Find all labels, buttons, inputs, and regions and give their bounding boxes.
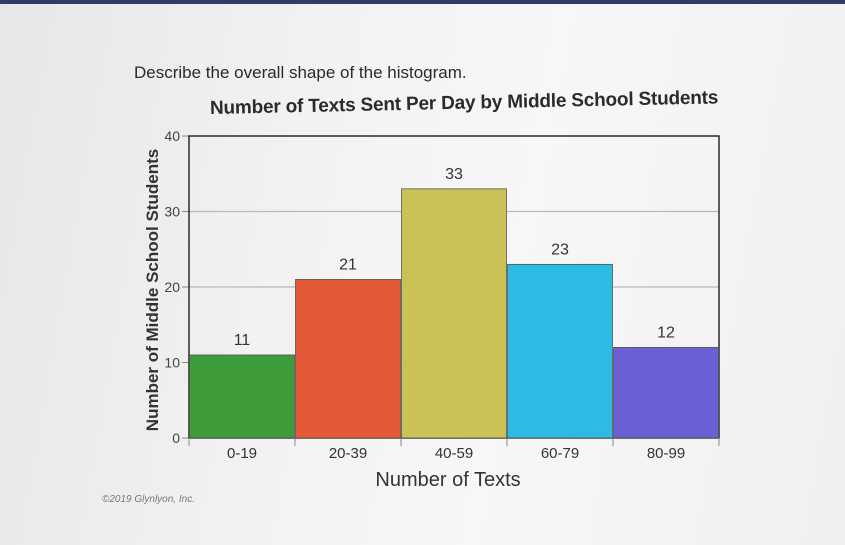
- y-tick-label: 30: [164, 204, 180, 220]
- question-text: Describe the overall shape of the histog…: [134, 63, 467, 82]
- x-tick-label: 80-99: [647, 445, 685, 462]
- copyright-text: ©2019 Glynlyon, Inc.: [102, 494, 195, 505]
- x-tick-label: 60-79: [541, 445, 579, 462]
- x-tick-label: 20-39: [329, 445, 367, 462]
- y-tick-label: 40: [164, 128, 180, 144]
- bar-0-19: [189, 354, 295, 439]
- x-tick-labels: 0-19 20-39 40-59 60-79 80-99: [188, 438, 720, 462]
- value-label: 11: [234, 332, 251, 349]
- value-label: 21: [339, 256, 357, 273]
- y-tick-label: 20: [164, 279, 180, 295]
- value-label: 12: [657, 324, 675, 341]
- bar-80-99: [613, 346, 719, 439]
- bar-40-59: [401, 188, 507, 439]
- x-tick-label: 40-59: [435, 445, 473, 462]
- y-axis-label: Number of Middle School Students: [143, 149, 162, 431]
- bars: [189, 188, 719, 439]
- value-label: 23: [551, 241, 569, 258]
- x-axis-label: Number of Texts: [375, 469, 520, 491]
- y-tick-label: 10: [164, 355, 180, 371]
- x-tick-label: 0-19: [227, 445, 257, 462]
- y-tick-label: 0: [172, 430, 180, 446]
- bar-60-79: [507, 263, 613, 439]
- value-labels: 11 21 33 23 12: [234, 166, 675, 349]
- value-label: 33: [445, 166, 463, 183]
- bar-20-39: [295, 279, 401, 439]
- top-bar: [0, 0, 845, 4]
- y-tick-labels: 0 10 20 30 40: [164, 128, 180, 446]
